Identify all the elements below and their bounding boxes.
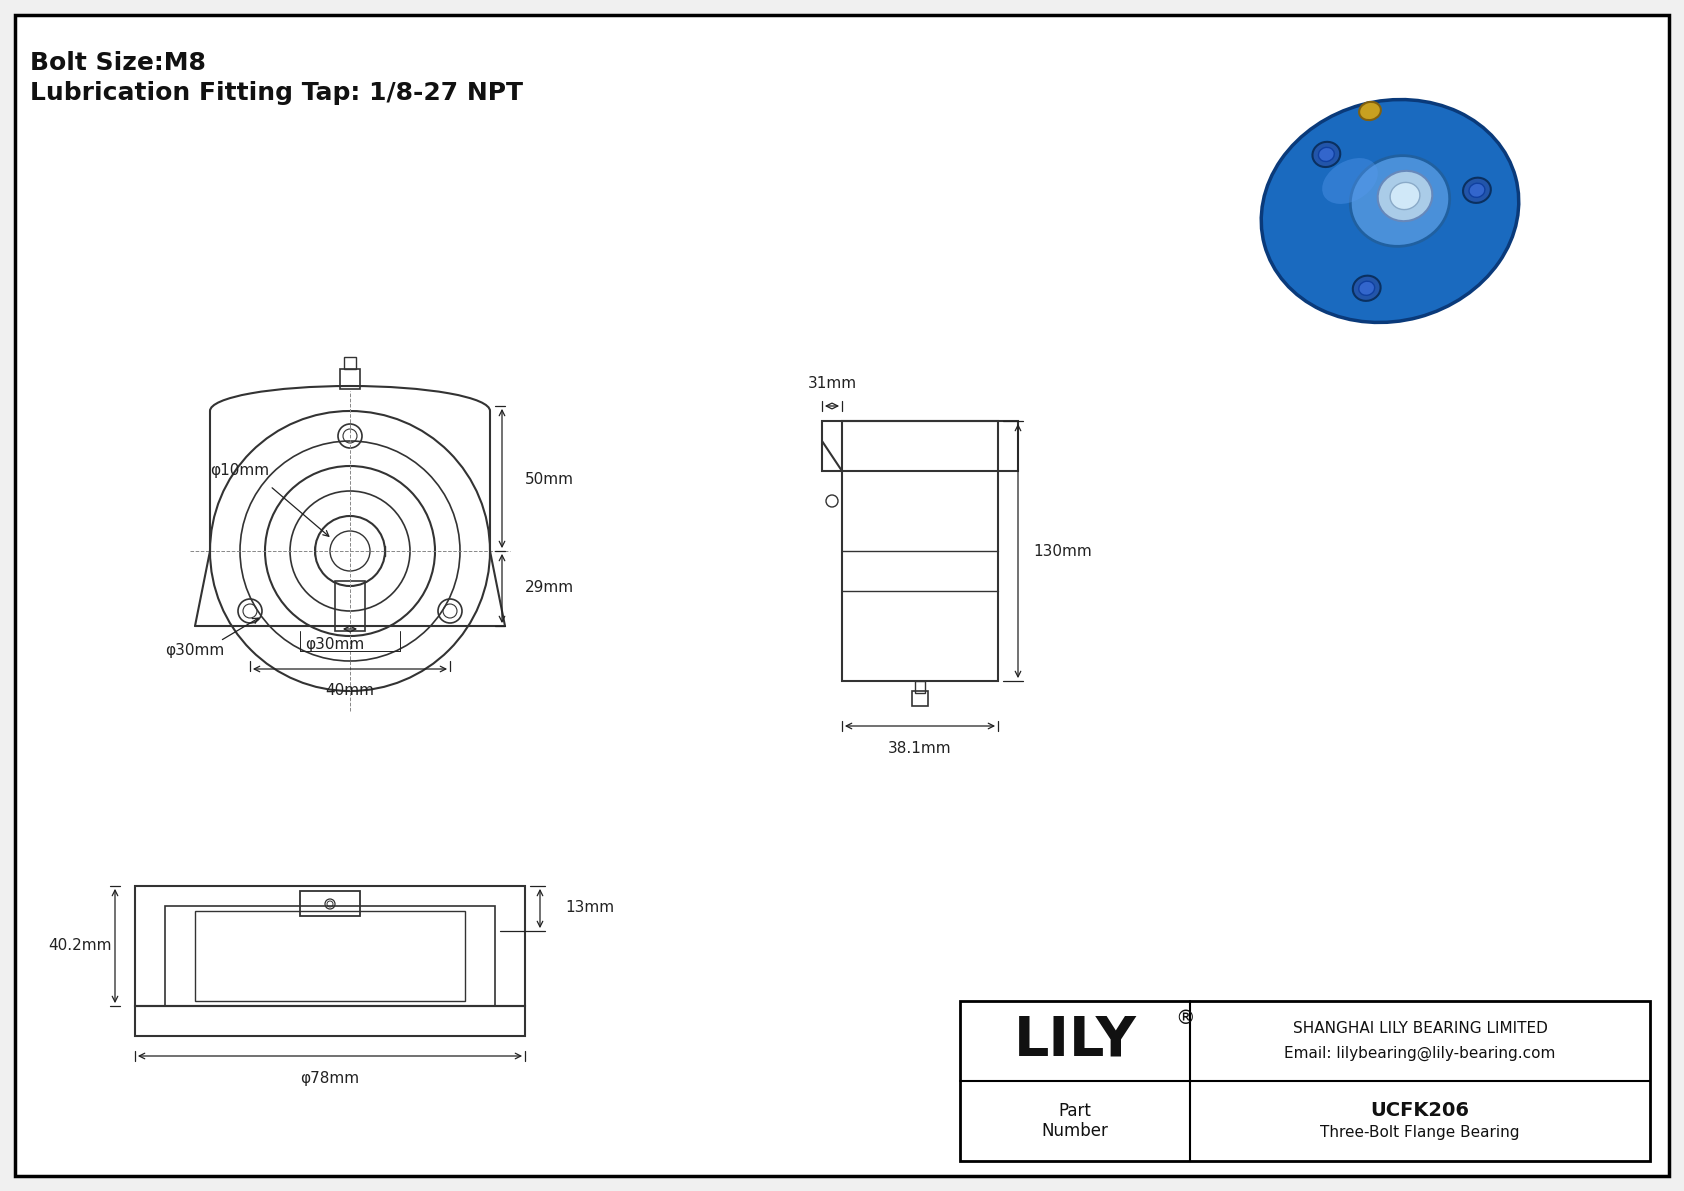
Text: LILY: LILY xyxy=(1014,1014,1137,1068)
Text: 13mm: 13mm xyxy=(566,900,615,916)
Ellipse shape xyxy=(1352,275,1381,301)
Bar xyxy=(335,581,365,631)
Text: 38.1mm: 38.1mm xyxy=(887,741,951,756)
Bar xyxy=(135,1006,525,1036)
Ellipse shape xyxy=(1378,170,1433,222)
Bar xyxy=(914,681,925,693)
Text: 50mm: 50mm xyxy=(525,472,574,486)
Bar xyxy=(913,691,928,706)
Text: 29mm: 29mm xyxy=(525,580,574,596)
Bar xyxy=(300,891,360,916)
Ellipse shape xyxy=(1351,156,1450,247)
Ellipse shape xyxy=(1463,177,1490,202)
Text: Bolt Size:M8: Bolt Size:M8 xyxy=(30,51,205,75)
Ellipse shape xyxy=(1312,142,1340,167)
Text: φ78mm: φ78mm xyxy=(300,1071,360,1086)
Bar xyxy=(822,420,1019,470)
Bar xyxy=(165,906,495,1006)
Text: 130mm: 130mm xyxy=(1032,543,1091,559)
Bar xyxy=(842,420,999,681)
Ellipse shape xyxy=(1322,158,1378,204)
Ellipse shape xyxy=(1359,281,1374,295)
Text: UCFK206: UCFK206 xyxy=(1371,1102,1470,1121)
Bar xyxy=(344,357,355,369)
Bar xyxy=(960,1000,1650,1161)
Ellipse shape xyxy=(1359,102,1381,120)
Text: 31mm: 31mm xyxy=(807,376,857,391)
Text: Part
Number: Part Number xyxy=(1042,1102,1108,1141)
Text: SHANGHAI LILY BEARING LIMITED
Email: lilybearing@lily-bearing.com: SHANGHAI LILY BEARING LIMITED Email: lil… xyxy=(1285,1021,1556,1061)
Text: φ30mm: φ30mm xyxy=(305,636,365,651)
Ellipse shape xyxy=(1261,100,1519,323)
Text: ®: ® xyxy=(1175,1010,1196,1029)
Text: Lubrication Fitting Tap: 1/8-27 NPT: Lubrication Fitting Tap: 1/8-27 NPT xyxy=(30,81,524,105)
Ellipse shape xyxy=(1389,182,1420,210)
Text: 40mm: 40mm xyxy=(325,682,374,698)
Text: Three-Bolt Flange Bearing: Three-Bolt Flange Bearing xyxy=(1320,1125,1519,1141)
Text: φ10mm: φ10mm xyxy=(210,463,269,479)
Bar xyxy=(135,886,525,1006)
Bar xyxy=(195,911,465,1000)
Text: 40.2mm: 40.2mm xyxy=(49,939,111,954)
Ellipse shape xyxy=(1319,148,1334,162)
Text: φ30mm: φ30mm xyxy=(165,643,224,659)
Ellipse shape xyxy=(1468,183,1485,198)
Bar xyxy=(340,369,360,389)
